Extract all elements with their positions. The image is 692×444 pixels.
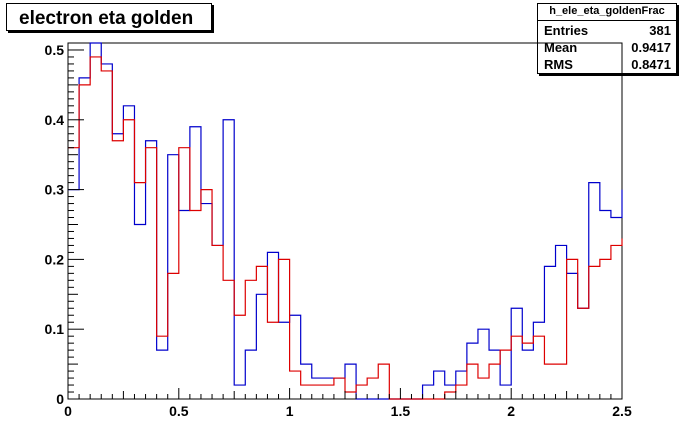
x-tick-label: 2.5 xyxy=(612,403,632,419)
series-line-1 xyxy=(68,56,623,400)
title-box: electron eta golden xyxy=(6,3,212,31)
x-tick-label: 0 xyxy=(64,403,72,419)
y-tick-label: 0.5 xyxy=(45,42,65,58)
x-tick-label: 1 xyxy=(286,403,294,419)
y-tick-label: 0.2 xyxy=(45,251,65,267)
chart-title: electron eta golden xyxy=(19,8,194,29)
stats-rms-label: RMS xyxy=(544,57,573,72)
series-line-0 xyxy=(68,42,623,400)
stats-entries-label: Entries xyxy=(544,23,589,38)
stats-row-entries: Entries 381 xyxy=(544,23,671,41)
stats-row-rms: RMS 0.8471 xyxy=(544,57,671,75)
stats-mean-label: Mean xyxy=(544,40,578,55)
x-tick-label: 1.5 xyxy=(391,403,411,419)
stats-row-mean: Mean 0.9417 xyxy=(544,40,671,58)
stats-box: h_ele_eta_goldenFrac Entries 381 Mean 0.… xyxy=(537,3,677,74)
y-tick-label: 0.3 xyxy=(45,182,65,198)
stats-mean-value: 0.9417 xyxy=(631,40,671,55)
x-tick-label: 2 xyxy=(507,403,515,419)
x-tick-label: 0.5 xyxy=(169,403,189,419)
stats-rms-value: 0.8471 xyxy=(631,57,671,72)
plot-frame xyxy=(67,42,623,400)
stats-entries-value: 381 xyxy=(649,23,671,38)
y-tick-label: 0 xyxy=(56,391,64,407)
y-tick-label: 0.4 xyxy=(45,112,65,128)
y-tick-label: 0.1 xyxy=(45,321,65,337)
stats-histogram-name: h_ele_eta_goldenFrac xyxy=(538,4,676,21)
